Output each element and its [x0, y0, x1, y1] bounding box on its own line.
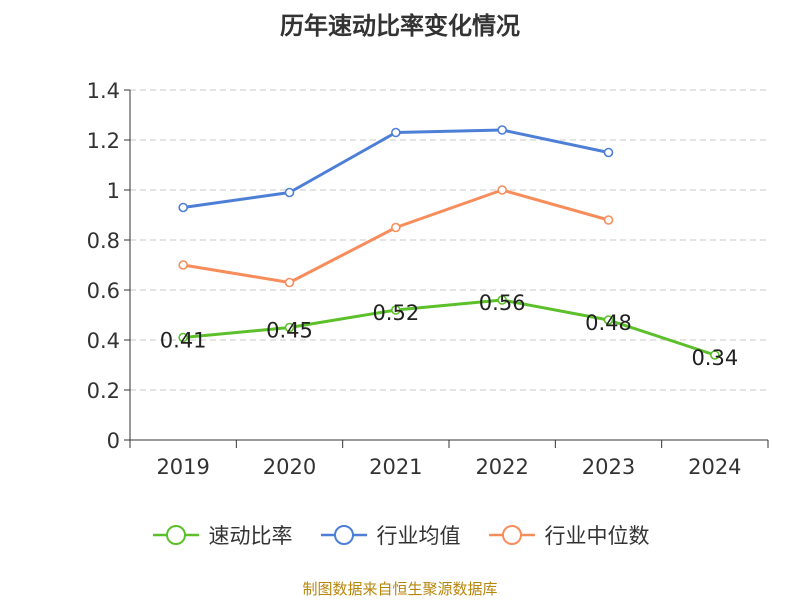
data-point	[179, 204, 187, 212]
legend-item-1[interactable]: 行业均值	[319, 520, 461, 550]
line-chart: 0 0.2 0.4 0.6 0.8 1 1.2 1.4 2019 2020 2021 2022 2023…	[0, 0, 800, 600]
legend-swatch-icon	[319, 523, 369, 547]
x-tick-label: 2023	[582, 455, 635, 479]
data-label: 0.56	[479, 291, 526, 315]
y-tick-label: 1.2	[87, 129, 120, 153]
x-tick-label: 2021	[369, 455, 422, 479]
data-point	[286, 189, 294, 197]
legend-label: 行业中位数	[545, 520, 650, 550]
legend-item-0[interactable]: 速动比率	[151, 520, 293, 550]
data-label: 0.45	[266, 319, 313, 343]
data-point	[392, 129, 400, 137]
y-tick-label: 1.4	[87, 79, 120, 103]
y-tick-label: 0.8	[87, 229, 120, 253]
series-layer	[179, 126, 719, 359]
y-tick-label: 0.6	[87, 279, 120, 303]
data-point	[605, 149, 613, 157]
series-line-0	[183, 300, 715, 355]
x-tick-label: 2019	[156, 455, 209, 479]
series-line-1	[183, 130, 608, 208]
legend-item-2[interactable]: 行业中位数	[487, 520, 650, 550]
x-tick-label: 2020	[263, 455, 316, 479]
data-point	[605, 216, 613, 224]
x-tick-label: 2024	[688, 455, 741, 479]
legend-swatch-icon	[487, 523, 537, 547]
data-point	[498, 126, 506, 134]
data-point	[179, 261, 187, 269]
data-label: 0.41	[160, 329, 207, 353]
axes: 0 0.2 0.4 0.6 0.8 1 1.2 1.4 2019 2020 2021 2022 2023…	[87, 79, 768, 479]
data-label: 0.34	[691, 346, 738, 370]
legend-label: 速动比率	[209, 520, 293, 550]
data-point	[498, 186, 506, 194]
source-note: 制图数据来自恒生聚源数据库	[0, 578, 800, 599]
data-label: 0.48	[585, 311, 632, 335]
legend-swatch-icon	[151, 523, 201, 547]
y-tick-label: 1	[107, 179, 120, 203]
series-line-2	[183, 190, 608, 283]
grid-lines	[130, 90, 768, 390]
legend-label: 行业均值	[377, 520, 461, 550]
y-tick-label: 0.2	[87, 379, 120, 403]
y-tick-label: 0	[107, 429, 120, 453]
x-tick-label: 2022	[475, 455, 528, 479]
data-point	[286, 279, 294, 287]
legend: 速动比率 行业均值 行业中位数	[0, 520, 800, 550]
data-label: 0.52	[372, 301, 419, 325]
y-tick-label: 0.4	[87, 329, 120, 353]
data-point	[392, 224, 400, 232]
